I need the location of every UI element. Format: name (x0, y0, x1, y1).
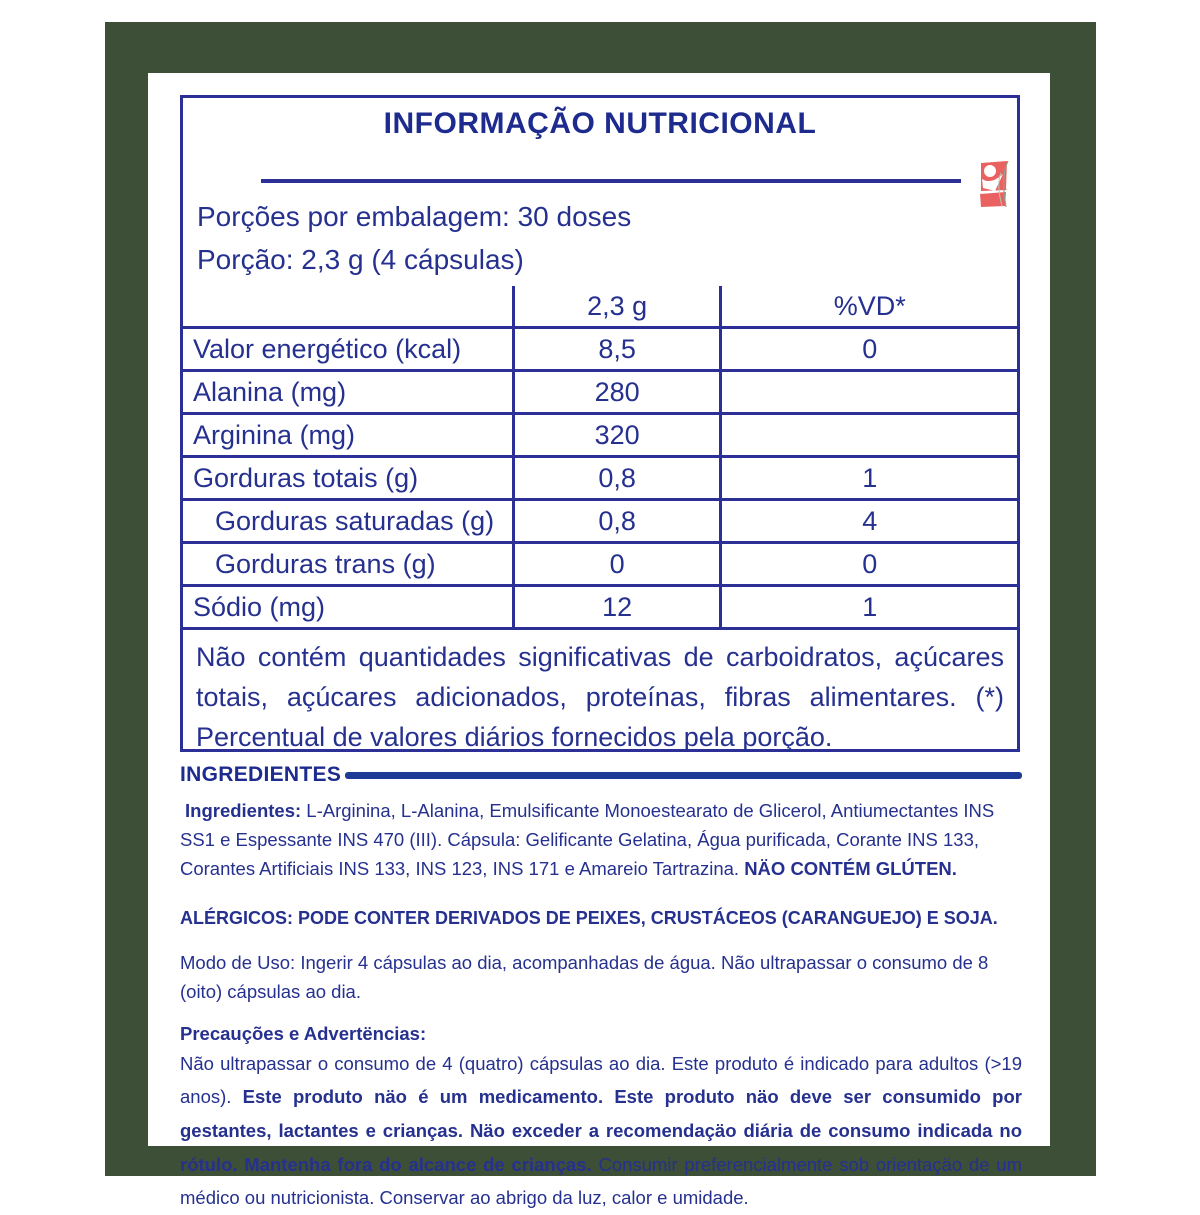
table-row: Gorduras saturadas (g) 0,8 4 (183, 498, 1017, 544)
precautions-regular-1: Não ultrapassar o consumo de 4 (quatro) … (180, 1052, 1022, 1108)
lower-sections: INGREDIENTES Ingredientes: L-Arginina, L… (180, 763, 1022, 1215)
precautions-heading: Precauções e Advertëncias: (180, 1022, 427, 1044)
label-green-frame: INFORMAÇÃO NUTRICIONAL Porções por embal… (105, 22, 1096, 1208)
nutrition-table: 2,3 g %VD* Valor energético (kcal) 8,5 0… (183, 286, 1017, 630)
label-white-area: INFORMAÇÃO NUTRICIONAL Porções por embal… (148, 73, 1050, 1208)
row-label: Gorduras saturadas (g) (183, 498, 515, 544)
row-amount: 0,8 (511, 455, 723, 501)
ingredients-body: L-Arginina, L-Alanina, Emulsificante Mon… (180, 800, 995, 880)
row-label: Sódio (mg) (183, 584, 515, 630)
row-label: Arginina (mg) (183, 412, 515, 458)
allergen-statement: ALÉRGICOS: PODE CONTER DERIVADOS DE PEIX… (180, 907, 998, 928)
table-row: Gorduras trans (g) 0 0 (183, 541, 1017, 587)
row-vd: 4 (719, 498, 1017, 544)
table-row: Arginina (mg) 320 (183, 412, 1017, 458)
ingredients-heading: INGREDIENTES (180, 763, 342, 786)
row-amount: 8,5 (511, 326, 723, 372)
row-amount: 0 (511, 541, 723, 587)
ingredients-heading-line (345, 771, 1022, 779)
nutrition-facts-box: INFORMAÇÃO NUTRICIONAL Porções por embal… (180, 95, 1020, 752)
row-vd: 0 (719, 326, 1017, 372)
row-amount: 320 (511, 412, 723, 458)
precautions-paragraph: Não ultrapassar o consumo de 4 (quatro) … (180, 1047, 1022, 1215)
table-header-row: 2,3 g %VD* (183, 286, 1017, 329)
table-row: Valor energético (kcal) 8,5 0 (183, 326, 1017, 372)
nutrition-note: Não contém quantidades significativas de… (196, 642, 1004, 752)
precautions-bold: Este produto näo é um medicamento. Este … (180, 1086, 1022, 1175)
row-amount: 0,8 (511, 498, 723, 544)
row-label: Gorduras totais (g) (183, 455, 515, 501)
row-vd: 1 (719, 455, 1017, 501)
row-vd: 0 (719, 541, 1017, 587)
header-blank (183, 286, 515, 329)
row-label: Gorduras trans (g) (183, 541, 515, 587)
ingredients-paragraph: Ingredientes: L-Arginina, L-Alanina, Emu… (180, 796, 1022, 884)
title-divider-line (261, 179, 961, 183)
row-vd (719, 369, 1017, 415)
row-amount: 12 (511, 584, 723, 630)
nutrition-title: INFORMAÇÃO NUTRICIONAL (383, 107, 817, 140)
portion-size: Porção: 2,3 g (4 cápsulas) (197, 244, 524, 275)
servings-per-package: Porções por embalagem: 30 doses (197, 201, 632, 232)
table-row: Sódio (mg) 12 1 (183, 584, 1017, 630)
row-amount: 280 (511, 369, 723, 415)
ingredients-heading-row: INGREDIENTES (180, 763, 1022, 787)
table-row: Gorduras totais (g) 0,8 1 (183, 455, 1017, 501)
row-label: Valor energético (kcal) (183, 326, 515, 372)
gluten-free-statement: NÄO CONTÉM GLÚTEN. (744, 858, 957, 880)
usage-instructions: Modo de Uso: Ingerir 4 cápsulas ao dia, … (180, 952, 989, 1003)
ingredients-label: Ingredientes: (185, 800, 302, 821)
row-label: Alanina (mg) (183, 369, 515, 415)
header-daily-value: %VD* (719, 286, 1017, 329)
row-vd: 1 (719, 584, 1017, 630)
brand-figure-logo-icon (980, 160, 1009, 208)
row-vd (719, 412, 1017, 458)
table-row: Alanina (mg) 280 (183, 369, 1017, 415)
header-amount: 2,3 g (511, 286, 723, 329)
